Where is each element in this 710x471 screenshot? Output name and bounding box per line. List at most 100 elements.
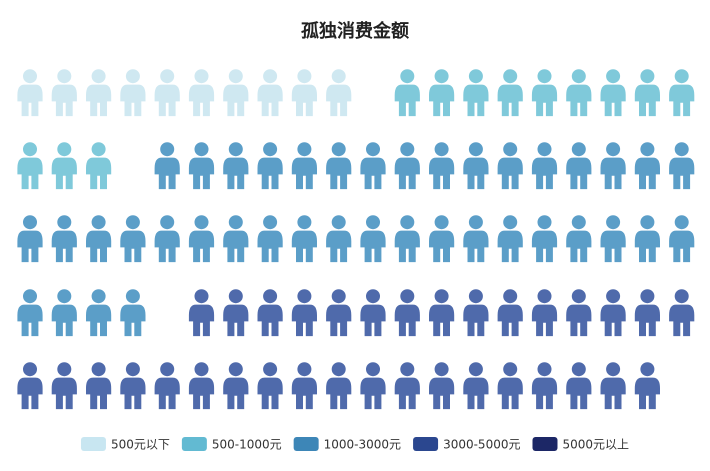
person-icon [223,362,249,410]
person-icon-segment [86,142,112,190]
person-icon [429,289,455,337]
person-icon-segment [223,362,249,410]
person-icon-segment [86,69,112,117]
person-icon-segment [154,142,180,190]
person-icon-segment [429,69,455,117]
person-icon [600,362,626,410]
person-icon [326,362,352,410]
person-icon [429,362,455,410]
person-icon-segment [223,289,249,337]
person-icon-segment [497,69,523,117]
person-icon [634,362,660,410]
person-icon [463,215,489,263]
person-icon [154,215,180,263]
person-icon-segment [497,289,523,337]
person-icon [600,289,626,337]
person-icon-segment [394,362,420,410]
person-icon [120,215,146,263]
person-icon-segment [257,69,283,117]
person-icon [634,215,660,263]
legend-label: 1000-3000元 [324,438,401,452]
person-icon-segment [566,215,592,263]
person-icon [600,69,626,117]
person-icon [154,362,180,410]
person-icon [497,215,523,263]
person-icon-segment [188,362,215,410]
legend-item[interactable]: 3000-5000元 [413,437,520,452]
person-icon [188,142,215,190]
person-icon-segment [326,362,352,410]
legend-label: 500元以下 [111,438,170,452]
person-icon-segment [257,142,283,190]
person-icon-segment [17,142,43,190]
person-icon [497,362,523,410]
legend[interactable]: 500元以下 500-1000元 1000-3000元 3000-5000元 5000元… [80,437,629,452]
person-icon-segment [326,142,352,190]
person-icon-segment [531,69,558,117]
person-icon-segment [600,289,626,337]
person-icon [17,289,43,337]
legend-item[interactable]: 5000元以上 [532,437,629,452]
person-icon [257,362,283,410]
person-icon [223,142,249,190]
person-icon [497,289,523,337]
person-icon-segment [634,362,660,410]
person-icon-segment [463,289,489,337]
person-icon-segment [188,142,215,190]
person-icon-segment [375,69,386,117]
person-icon [257,289,283,337]
person-icon-segment [669,215,695,263]
legend-item[interactable]: 1000-3000元 [293,437,401,452]
person-icon-segment [531,215,558,263]
person-icon [86,69,112,117]
legend-item[interactable]: 500元以下 [80,437,170,452]
person-icon-segment [463,142,489,190]
person-icon [120,289,146,337]
legend-item[interactable]: 500-1000元 [181,437,282,452]
legend-label: 3000-5000元 [443,438,520,452]
person-icon [154,289,180,337]
person-icon [531,289,558,337]
person-icon [120,362,146,410]
person-icon [531,69,558,117]
person-icon-segment [141,142,146,190]
person-icon-segment [394,142,420,190]
person-icon [429,69,455,117]
person-icon-segment [360,215,386,263]
person-icon-segment [634,142,660,190]
person-icon-segment [669,69,695,117]
person-icon-segment [634,215,660,263]
person-icon [360,362,386,410]
person-icon [17,215,43,263]
person-icon [326,215,352,263]
person-icon [223,289,249,337]
person-icon-segment [326,215,352,263]
person-icon-segment [326,69,352,117]
person-icon-segment [600,142,626,190]
icon-grid [17,69,695,410]
person-icon-segment [154,289,179,337]
person-icon [463,289,489,337]
person-icon [360,215,386,263]
legend-swatch [293,437,319,451]
legend-swatch [532,437,558,451]
person-icon-segment [120,69,146,117]
person-icon [51,142,77,190]
person-icon-segment [600,215,626,263]
person-icon [188,289,215,337]
person-icon-segment [223,142,249,190]
person-icon-segment [291,289,317,337]
person-icon [257,69,283,117]
person-icon [51,362,77,410]
person-icon-segment [394,289,420,337]
person-icon [463,362,489,410]
person-icon [17,142,43,190]
person-icon-segment [291,215,317,263]
person-icon [669,69,695,117]
person-icon [188,215,215,263]
person-icon-segment [223,215,249,263]
person-icon [531,362,558,410]
person-icon-segment [429,142,455,190]
person-icon-segment [566,69,592,117]
